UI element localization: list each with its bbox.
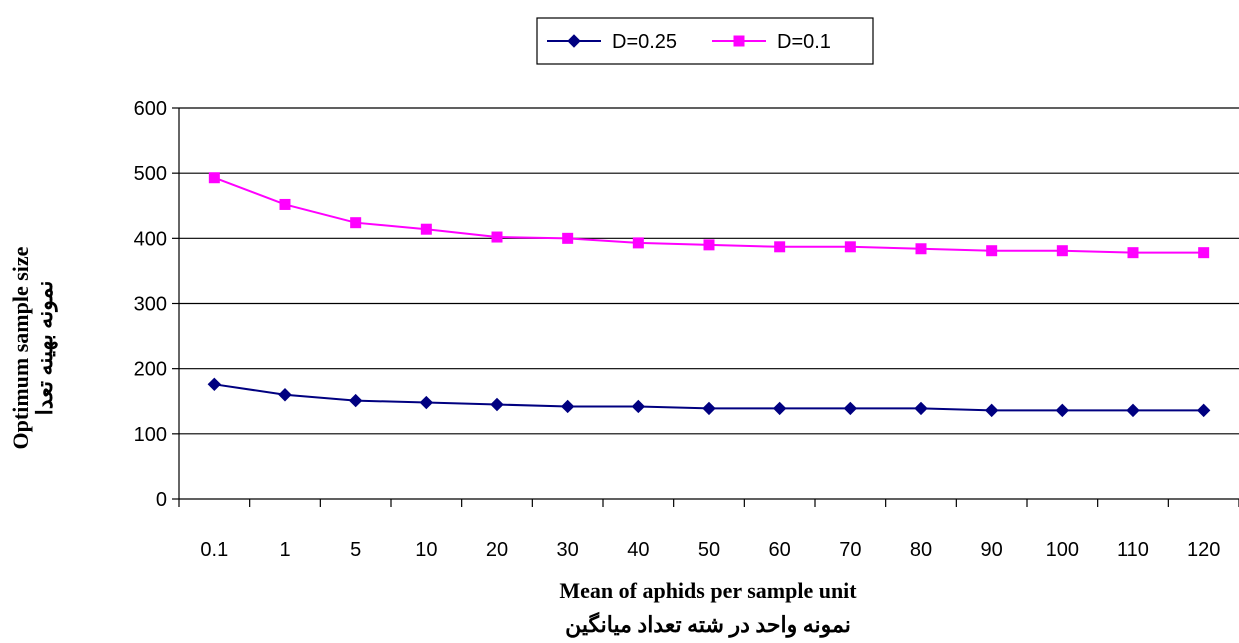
x-tick-label: 20 bbox=[486, 539, 508, 561]
y-tick-label: 500 bbox=[134, 163, 167, 185]
legend-item-0: D=0.25 bbox=[547, 31, 677, 53]
legend-marker bbox=[567, 34, 581, 48]
y-tick-labels: 0 100 200 300 400 500 600 bbox=[134, 98, 167, 511]
data-point bbox=[1198, 247, 1210, 259]
data-point bbox=[207, 377, 222, 392]
data-point bbox=[1127, 247, 1139, 259]
data-point bbox=[278, 388, 292, 402]
data-point bbox=[491, 231, 503, 243]
series-0 bbox=[207, 377, 1211, 418]
x-tick-label: 5 bbox=[350, 539, 361, 561]
x-tick-label: 40 bbox=[627, 539, 649, 561]
axes bbox=[178, 108, 1239, 507]
series-1 bbox=[208, 172, 1210, 259]
data-point bbox=[1055, 403, 1070, 418]
y-axis-title: Optimum sample size bbox=[8, 246, 33, 449]
data-point bbox=[774, 241, 786, 253]
data-point bbox=[1196, 403, 1211, 418]
x-tick-label: 110 bbox=[1117, 539, 1149, 561]
x-tick-label: 90 bbox=[981, 539, 1003, 561]
series-group bbox=[207, 172, 1211, 418]
data-point bbox=[279, 198, 291, 210]
data-point bbox=[560, 399, 575, 414]
data-point bbox=[632, 237, 644, 249]
data-point bbox=[208, 172, 220, 184]
x-tick-label: 10 bbox=[415, 539, 437, 561]
x-tick-label: 70 bbox=[839, 539, 861, 561]
x-tick-label: 100 bbox=[1046, 539, 1079, 561]
data-point bbox=[844, 241, 856, 253]
y-tick-label: 0 bbox=[156, 489, 167, 511]
x-tick-label: 1 bbox=[279, 539, 290, 561]
x-axis-title-secondary: نمونه واحد در شته تعداد میانگین bbox=[565, 611, 851, 638]
data-point bbox=[490, 397, 504, 412]
gridlines bbox=[172, 107, 1239, 500]
legend: D=0.25 D=0.1 bbox=[536, 17, 874, 65]
y-tick-label: 400 bbox=[134, 228, 167, 250]
legend-label: D=0.1 bbox=[777, 31, 831, 53]
data-point bbox=[702, 401, 716, 416]
legend-marker bbox=[733, 35, 745, 47]
data-point bbox=[348, 393, 363, 408]
data-point bbox=[772, 401, 787, 416]
x-tick-label: 30 bbox=[557, 539, 579, 561]
y-axis-title-secondary: نمونه بهینه تعدا bbox=[32, 281, 58, 416]
x-axis-title: Mean of aphids per sample unit bbox=[559, 578, 857, 603]
y-tick-label: 300 bbox=[134, 294, 167, 316]
data-point bbox=[1056, 245, 1068, 257]
legend-item-1: D=0.1 bbox=[712, 31, 831, 53]
x-tick-labels: 0.1 1 5 10 20 30 40 50 60 70 80 90 100 110 120 bbox=[200, 539, 1220, 561]
data-point bbox=[914, 401, 928, 416]
data-point bbox=[350, 217, 362, 229]
data-point bbox=[631, 399, 646, 414]
x-tick-label: 50 bbox=[698, 539, 720, 561]
x-tick-label: 60 bbox=[769, 539, 791, 561]
data-point bbox=[915, 243, 927, 255]
y-tick-label: 100 bbox=[134, 424, 167, 446]
data-point bbox=[562, 232, 574, 244]
x-tick-label: 80 bbox=[910, 539, 932, 561]
data-point bbox=[843, 401, 858, 416]
x-tick-label: 120 bbox=[1187, 539, 1220, 561]
x-tick-label: 0.1 bbox=[200, 539, 228, 561]
data-point bbox=[419, 395, 434, 410]
data-point bbox=[984, 403, 999, 418]
data-point bbox=[986, 245, 998, 257]
y-tick-label: 600 bbox=[134, 98, 167, 120]
y-tick-label: 200 bbox=[134, 359, 167, 381]
data-point bbox=[1126, 403, 1140, 418]
data-point bbox=[703, 239, 715, 251]
legend-label: D=0.25 bbox=[612, 31, 677, 53]
data-point bbox=[420, 223, 432, 235]
